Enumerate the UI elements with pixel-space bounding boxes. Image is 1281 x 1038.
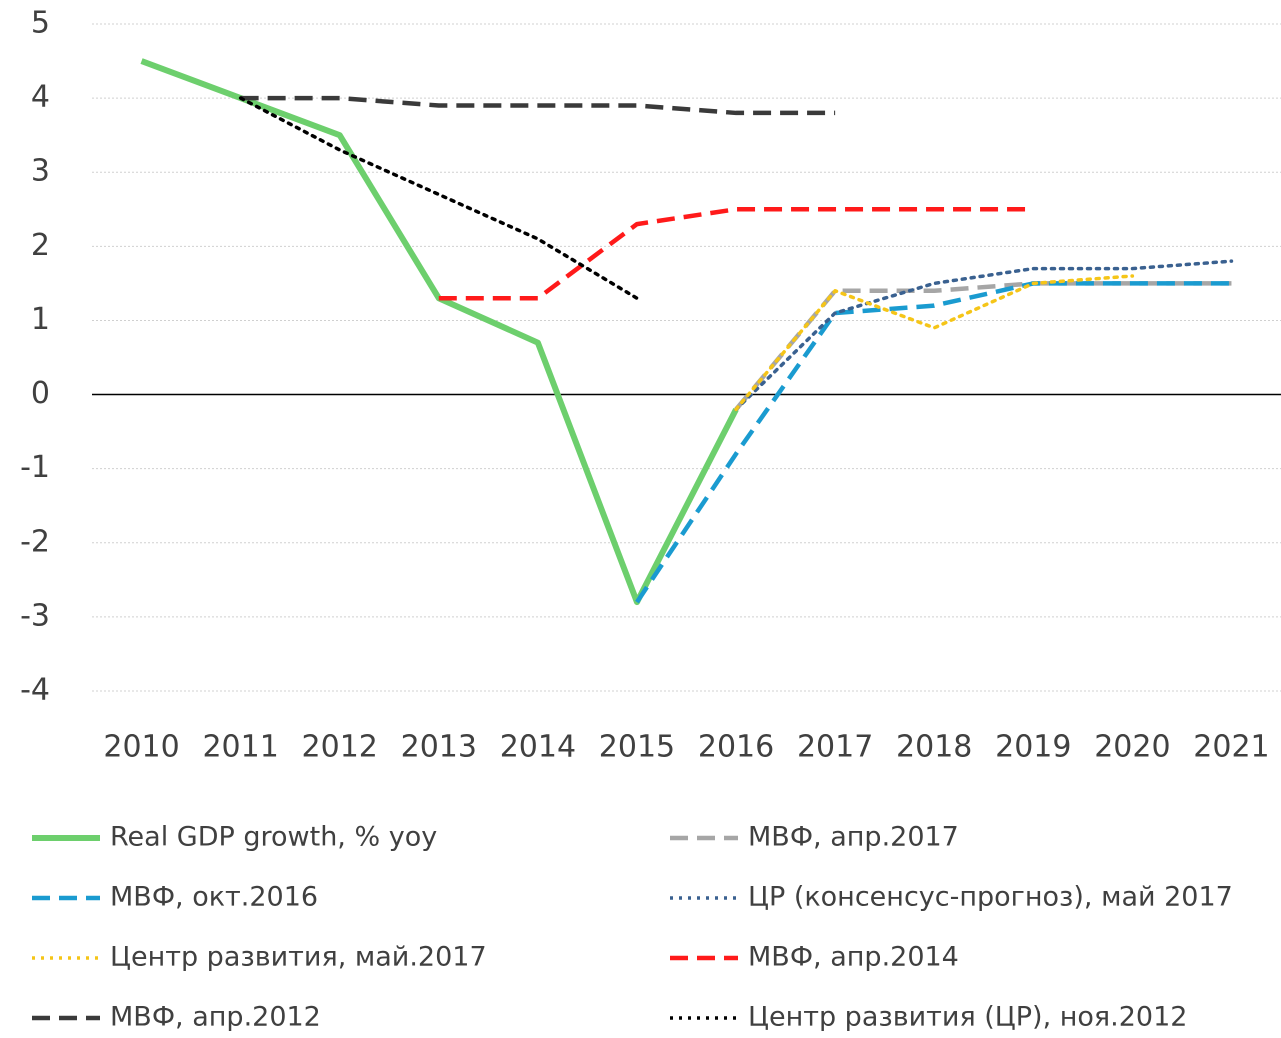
legend-label: МВФ, апр.2012 [110,1002,321,1033]
x-tick-label: 2011 [202,730,278,765]
x-tick-label: 2015 [599,730,675,765]
series-line [635,281,1232,604]
y-tick-label: 4 [31,80,50,115]
legend-label: Центр развития (ЦР), ноя.2012 [748,1002,1187,1033]
x-tick-label: 2017 [797,730,873,765]
legend-label: Центр развития, май.2017 [110,942,487,973]
series-line [734,259,1234,412]
legend-label: МВФ, апр.2014 [748,942,959,973]
x-tick-label: 2018 [896,730,972,765]
y-tick-label: -2 [20,524,50,559]
y-tick-label: -1 [20,450,50,485]
y-tick-label: 2 [31,228,50,263]
legend-label: МВФ, окт.2016 [110,882,318,913]
series-line [140,58,739,606]
y-tick-label: -3 [20,598,50,633]
x-tick-label: 2010 [103,730,179,765]
legend-label: МВФ, апр.2017 [748,822,959,853]
y-tick-label: 3 [31,154,50,189]
y-tick-label: 1 [31,302,50,337]
legend-label: Real GDP growth, % yoy [110,822,437,853]
y-tick-label: 0 [31,376,50,411]
y-tick-label: -4 [20,673,50,708]
legend-label: ЦР (консенсус-прогноз), май 2017 [748,882,1233,913]
x-tick-label: 2013 [401,730,477,765]
series-line [240,95,836,116]
x-tick-label: 2020 [1094,730,1170,765]
x-tick-label: 2012 [302,730,378,765]
series-line [238,96,639,300]
x-tick-label: 2019 [995,730,1071,765]
x-tick-label: 2021 [1193,730,1269,765]
series-line [734,281,1232,411]
y-tick-label: 5 [31,6,50,41]
series-line [438,207,1034,301]
x-tick-label: 2014 [500,730,576,765]
series-line [734,274,1135,412]
x-tick-label: 2016 [698,730,774,765]
